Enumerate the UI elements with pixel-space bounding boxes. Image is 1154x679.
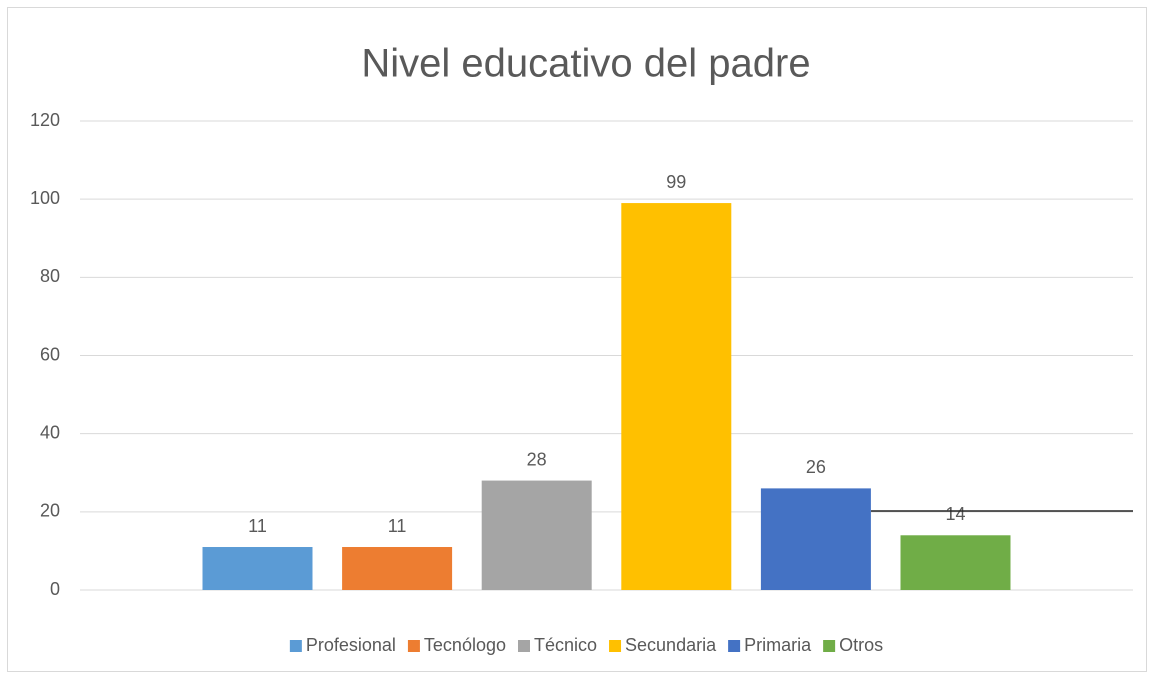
legend-swatch bbox=[289, 640, 302, 652]
legend-label: Primaria bbox=[744, 635, 812, 655]
data-label: 11 bbox=[388, 516, 407, 536]
data-label: 11 bbox=[248, 516, 267, 536]
data-label: 26 bbox=[806, 457, 826, 477]
legend-swatch bbox=[609, 640, 622, 652]
y-tick-label: 100 bbox=[30, 188, 60, 208]
data-label: 14 bbox=[945, 504, 965, 524]
y-tick-label: 120 bbox=[30, 110, 60, 130]
bar bbox=[621, 203, 732, 590]
bar bbox=[202, 547, 313, 590]
legend-label: Secundaria bbox=[625, 635, 717, 655]
bar bbox=[481, 480, 592, 590]
legend-label: Profesional bbox=[306, 635, 396, 655]
y-tick-label: 20 bbox=[40, 501, 60, 521]
legend-label: Otros bbox=[839, 635, 883, 655]
chart-title: Nivel educativo del padre bbox=[361, 42, 810, 86]
y-tick-label: 60 bbox=[40, 344, 60, 364]
bar bbox=[342, 547, 453, 590]
data-label: 99 bbox=[666, 172, 686, 192]
legend-swatch bbox=[728, 640, 741, 652]
y-tick-label: 40 bbox=[40, 422, 60, 442]
bar bbox=[760, 488, 871, 590]
y-tick-label: 80 bbox=[40, 266, 60, 286]
bar bbox=[900, 535, 1011, 590]
legend-label: Técnico bbox=[534, 635, 597, 655]
legend-swatch bbox=[407, 640, 420, 652]
y-tick-label: 0 bbox=[50, 579, 60, 599]
legend-label: Tecnólogo bbox=[424, 635, 506, 655]
legend-swatch bbox=[518, 640, 530, 652]
data-label: 28 bbox=[527, 449, 547, 469]
legend-swatch bbox=[823, 640, 836, 652]
